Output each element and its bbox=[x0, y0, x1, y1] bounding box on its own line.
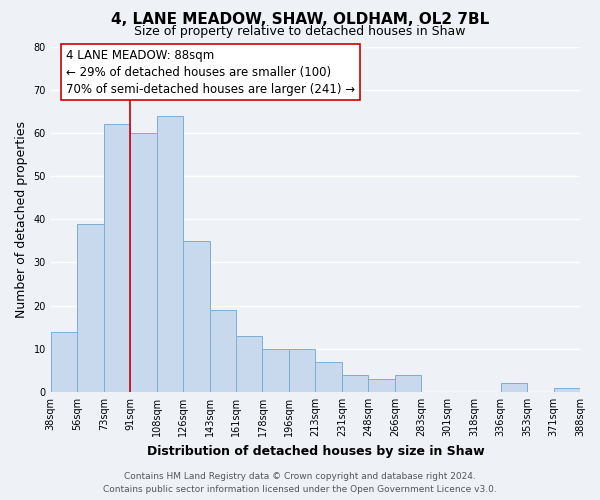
Bar bbox=[500, 384, 527, 392]
Bar bbox=[183, 241, 209, 392]
Bar bbox=[51, 332, 77, 392]
Text: Size of property relative to detached houses in Shaw: Size of property relative to detached ho… bbox=[134, 25, 466, 38]
Bar bbox=[209, 310, 236, 392]
Bar bbox=[289, 349, 316, 392]
Text: 4, LANE MEADOW, SHAW, OLDHAM, OL2 7BL: 4, LANE MEADOW, SHAW, OLDHAM, OL2 7BL bbox=[111, 12, 489, 28]
Bar bbox=[342, 375, 368, 392]
Bar bbox=[262, 349, 289, 392]
Y-axis label: Number of detached properties: Number of detached properties bbox=[15, 121, 28, 318]
Text: 4 LANE MEADOW: 88sqm
← 29% of detached houses are smaller (100)
70% of semi-deta: 4 LANE MEADOW: 88sqm ← 29% of detached h… bbox=[66, 48, 355, 96]
Bar bbox=[77, 224, 104, 392]
Bar bbox=[104, 124, 130, 392]
Bar bbox=[157, 116, 183, 392]
Bar bbox=[236, 336, 262, 392]
Bar bbox=[316, 362, 342, 392]
Bar bbox=[554, 388, 580, 392]
Text: Contains HM Land Registry data © Crown copyright and database right 2024.
Contai: Contains HM Land Registry data © Crown c… bbox=[103, 472, 497, 494]
Bar bbox=[368, 379, 395, 392]
Bar bbox=[395, 375, 421, 392]
Bar bbox=[130, 133, 157, 392]
X-axis label: Distribution of detached houses by size in Shaw: Distribution of detached houses by size … bbox=[146, 444, 484, 458]
